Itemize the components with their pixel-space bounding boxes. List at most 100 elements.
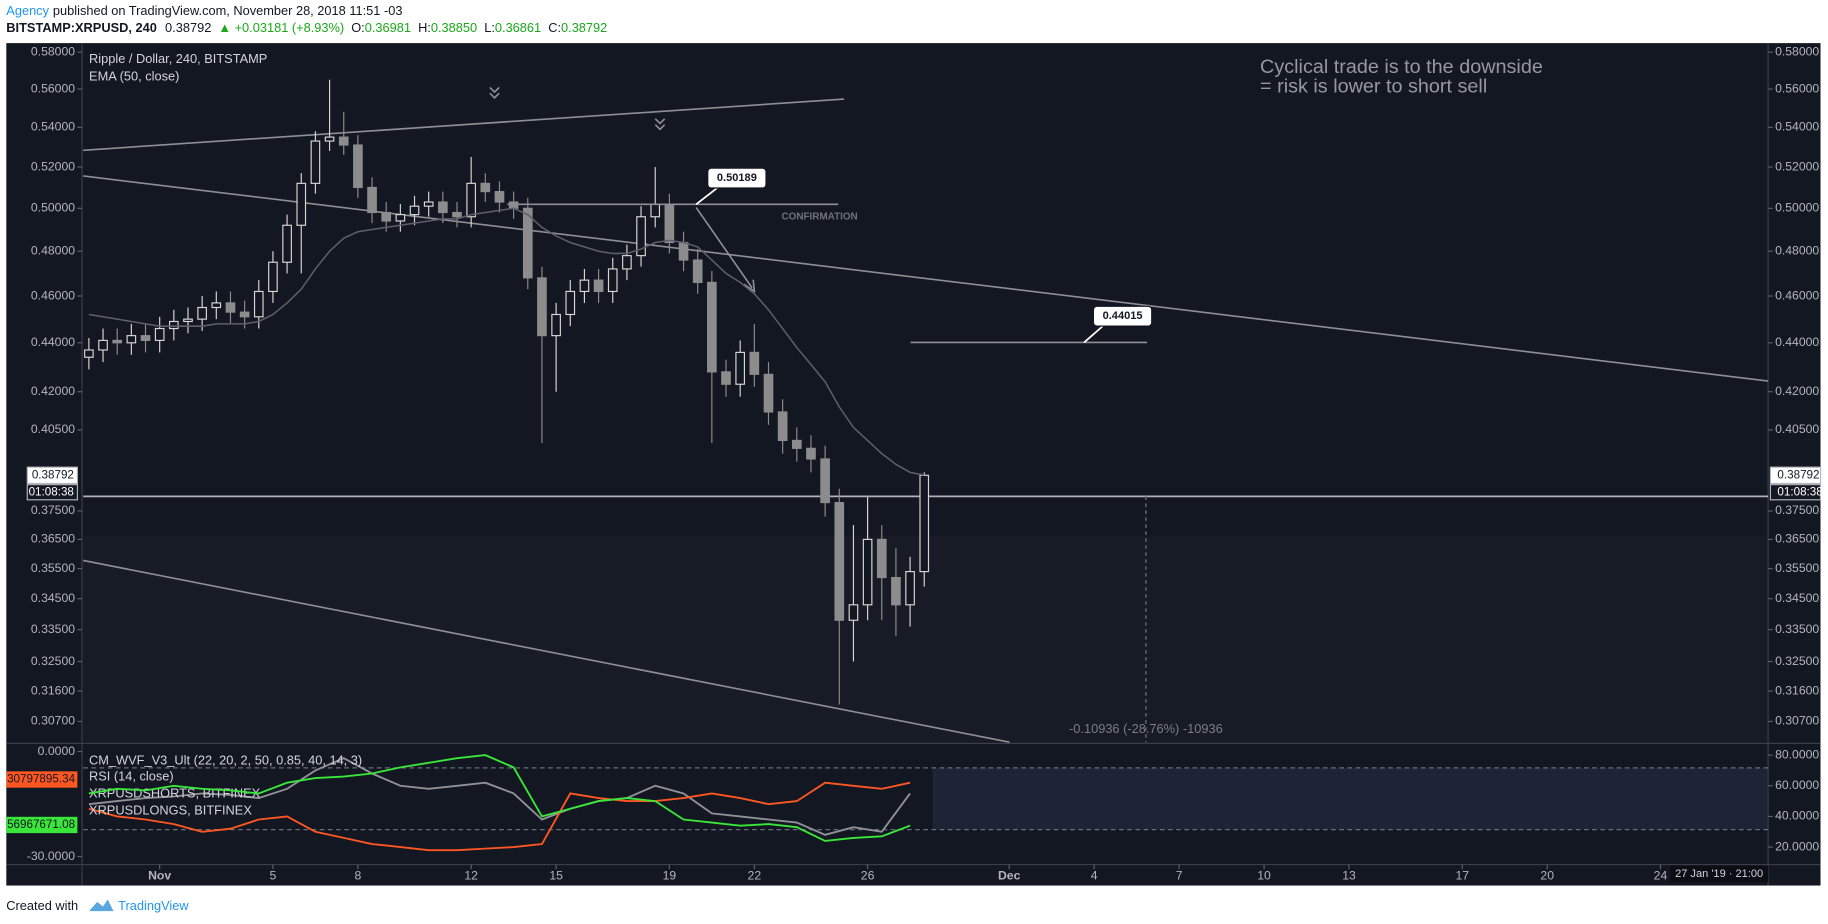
candle-body bbox=[551, 313, 561, 337]
candle-body bbox=[140, 335, 151, 341]
y-tick-label: 0.33500 bbox=[31, 622, 75, 636]
annotation: Cyclical trade is to the downside bbox=[1260, 56, 1543, 78]
y-tick-label: 0.54000 bbox=[31, 120, 75, 134]
series-line bbox=[88, 754, 911, 842]
x-tick-label: 22 bbox=[748, 868, 762, 882]
candle-body bbox=[664, 203, 675, 244]
ohlc-label: L: bbox=[484, 21, 495, 36]
candle-body bbox=[253, 290, 264, 318]
candle-body bbox=[112, 339, 123, 344]
candle-body bbox=[268, 261, 278, 293]
chart-title: Ripple / Dollar, 240, BITSTAMP bbox=[89, 51, 267, 66]
date-box bbox=[1670, 865, 1769, 883]
legend-entry: XRPUSDLONGS, BITFINEX bbox=[89, 802, 252, 817]
candle-body bbox=[650, 203, 661, 218]
candle-body bbox=[239, 311, 250, 318]
y-tick-label: 0.42000 bbox=[31, 384, 75, 398]
callout-label: 0.50189 bbox=[717, 172, 757, 184]
indicator-label: CM_WVF_V3_Ult (22, 20, 2, 50, 0.85, 40, … bbox=[89, 752, 362, 767]
ema-line bbox=[88, 207, 925, 476]
trendline bbox=[83, 175, 1769, 382]
candle-body bbox=[452, 211, 462, 218]
y-tick-label: 0.35500 bbox=[1775, 561, 1819, 575]
author: Agency bbox=[6, 3, 49, 18]
y-tick-label: 0.30700 bbox=[1775, 714, 1819, 728]
y-tick-label: 0.56000 bbox=[1775, 81, 1819, 95]
countdown-box bbox=[1769, 484, 1822, 501]
y-tick-label: -30.0000 bbox=[27, 849, 75, 863]
candle-body bbox=[834, 501, 845, 621]
value-box bbox=[6, 816, 78, 834]
logo bbox=[89, 899, 114, 912]
y2-tick-label: 20.0000 bbox=[1775, 839, 1819, 853]
callout-box bbox=[1092, 305, 1153, 327]
countdown-label: 01:08:38 bbox=[1777, 485, 1822, 498]
candle-body bbox=[763, 373, 774, 413]
x-tick-label: 12 bbox=[464, 868, 478, 882]
x-tick-label: 26 bbox=[861, 868, 875, 882]
y-tick-label: 0.30700 bbox=[31, 714, 75, 728]
candle-body bbox=[862, 538, 873, 606]
candle-body bbox=[197, 306, 207, 320]
candle-body bbox=[579, 279, 590, 293]
series-line bbox=[88, 781, 911, 852]
candle-body bbox=[310, 140, 321, 184]
candle-body bbox=[622, 255, 632, 270]
y-tick-label: 0.46000 bbox=[31, 288, 75, 302]
y-tick-label: 0.33500 bbox=[1775, 622, 1819, 636]
y-tick-label: 0.48000 bbox=[1775, 243, 1819, 257]
x-tick-label: 20 bbox=[1540, 868, 1554, 882]
crosshair-date: 27 Jan '19 · 21:00 bbox=[1675, 868, 1763, 880]
last-price-label: 0.38792 bbox=[1777, 468, 1819, 481]
x-tick-label: 8 bbox=[354, 868, 361, 882]
candle-body bbox=[707, 281, 717, 373]
change: ▲ +0.03181 (+8.93%) bbox=[218, 21, 344, 36]
pane-band bbox=[932, 767, 1769, 830]
annotation: = risk is lower to short sell bbox=[1260, 76, 1487, 98]
y-tick-label: 0.34500 bbox=[31, 591, 75, 605]
candle-body bbox=[919, 474, 930, 573]
countdown-box bbox=[26, 484, 78, 501]
y-tick-label: 0.40500 bbox=[31, 422, 75, 436]
candle-body bbox=[466, 182, 476, 218]
candle-body bbox=[593, 279, 604, 293]
candle-body bbox=[282, 224, 292, 263]
candle-body bbox=[211, 302, 222, 309]
candle-body bbox=[98, 339, 108, 351]
arrow bbox=[695, 206, 756, 293]
candle-body bbox=[749, 351, 760, 375]
y-tick-label: 0.42000 bbox=[1775, 384, 1819, 398]
candle-body bbox=[806, 447, 816, 460]
candle-body bbox=[494, 191, 505, 203]
callout-box bbox=[707, 167, 767, 189]
x-tick-label: 10 bbox=[1257, 868, 1271, 882]
candle-body bbox=[169, 320, 179, 330]
y-tick-label: 0.58000 bbox=[31, 44, 75, 58]
candle-body bbox=[607, 268, 618, 293]
x-tick-label: 15 bbox=[549, 868, 563, 882]
ohlc-label: O: bbox=[351, 21, 365, 36]
candle-body bbox=[438, 201, 448, 214]
candle-body bbox=[367, 186, 377, 214]
candle-body bbox=[537, 277, 547, 337]
y-tick-label: 0.37500 bbox=[31, 503, 75, 517]
candle-body bbox=[381, 211, 392, 222]
y-tick-label: 0.54000 bbox=[1775, 120, 1819, 134]
candle-body bbox=[338, 136, 349, 146]
y-tick-label: 0.31600 bbox=[1775, 683, 1819, 697]
y-tick-label: 0.0000 bbox=[38, 744, 76, 758]
ohlc-value: 0.36861 bbox=[495, 21, 541, 36]
legend-entry: RSI (14, close) bbox=[89, 769, 174, 784]
candle-body bbox=[126, 335, 137, 344]
chart-background bbox=[6, 43, 1821, 886]
candle-body bbox=[692, 259, 703, 283]
candle-body bbox=[777, 411, 788, 442]
y-tick-label: 0.50000 bbox=[1775, 201, 1819, 215]
y-tick-label: 0.52000 bbox=[1775, 159, 1819, 173]
y-tick-label: 0.48000 bbox=[31, 243, 75, 257]
candle-body bbox=[395, 214, 406, 222]
y2-tick-label: 80.0000 bbox=[1775, 747, 1819, 761]
symbol: BITSTAMP:XRPUSD, 240 bbox=[6, 21, 157, 36]
y-tick-label: 0.56000 bbox=[31, 81, 75, 95]
